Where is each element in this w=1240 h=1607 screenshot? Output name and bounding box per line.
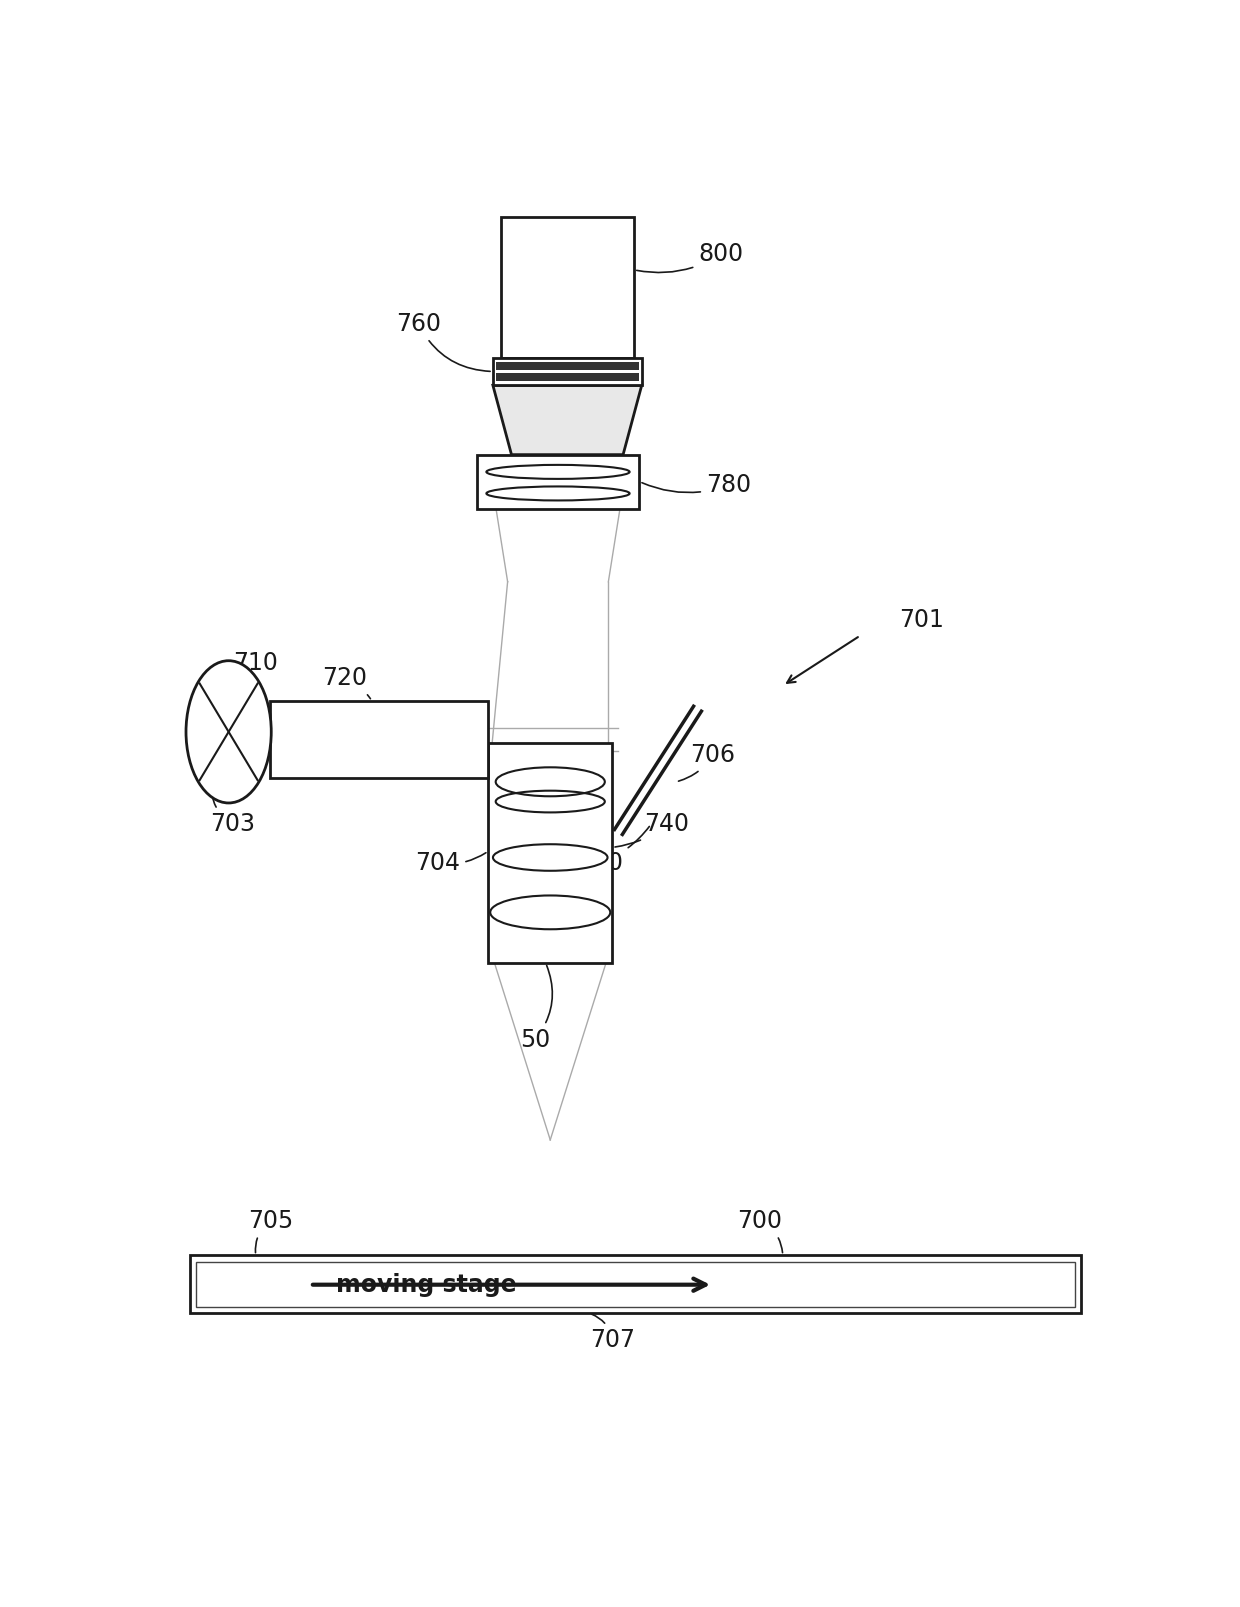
Text: 700: 700 <box>737 1208 782 1253</box>
Text: 760: 760 <box>396 312 490 371</box>
Text: 50: 50 <box>520 966 552 1053</box>
Bar <box>496 373 639 381</box>
Bar <box>190 1255 1081 1313</box>
Bar <box>501 217 634 358</box>
Ellipse shape <box>186 660 272 804</box>
Text: 707: 707 <box>590 1315 635 1351</box>
Bar <box>494 358 642 386</box>
Text: 800: 800 <box>636 243 743 273</box>
Bar <box>270 701 489 778</box>
Bar <box>196 1261 1075 1306</box>
Text: 740: 740 <box>615 812 689 847</box>
Bar <box>496 362 639 370</box>
Text: 704: 704 <box>415 850 486 874</box>
Text: 703: 703 <box>210 776 255 836</box>
Bar <box>476 455 640 508</box>
Text: 710: 710 <box>222 651 278 688</box>
Text: 705: 705 <box>249 1208 294 1253</box>
Polygon shape <box>494 386 642 455</box>
Text: 720: 720 <box>322 665 371 699</box>
Text: 701: 701 <box>899 607 944 632</box>
Text: moving stage: moving stage <box>336 1273 517 1297</box>
Text: 706: 706 <box>678 742 735 781</box>
Bar <box>489 744 613 963</box>
Text: 780: 780 <box>642 474 751 498</box>
Text: 730: 730 <box>578 826 650 874</box>
